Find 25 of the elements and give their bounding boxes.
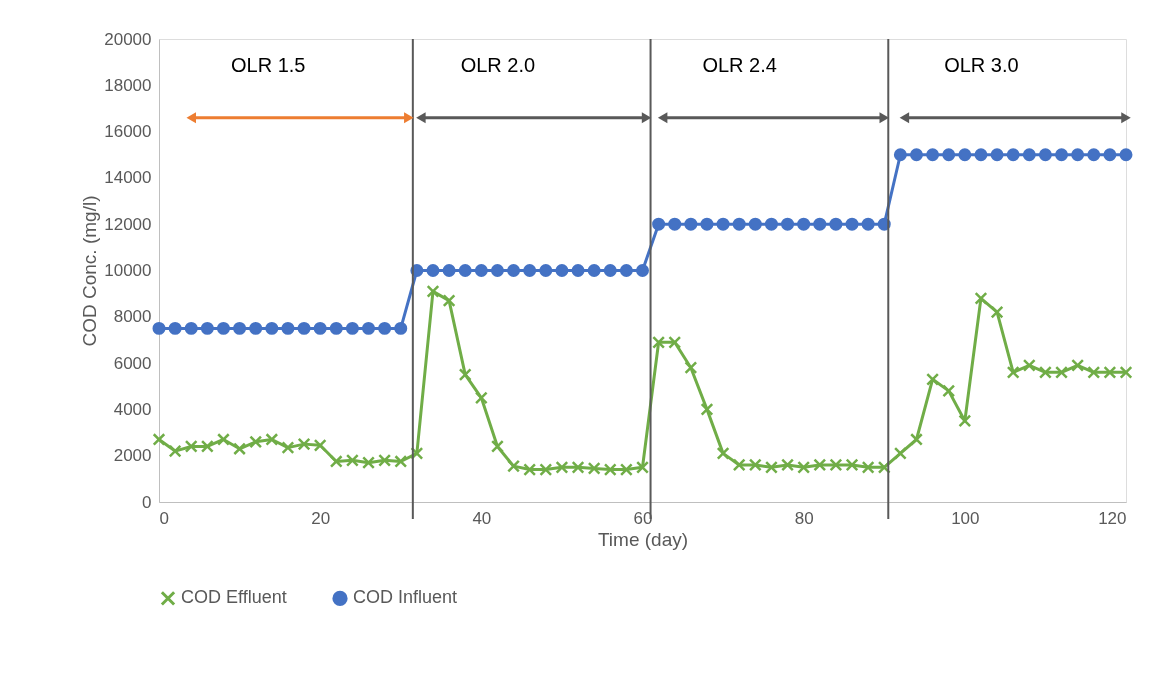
y-axis-title: COD Conc. (mg/l) (79, 195, 101, 347)
x-axis-title: Time (day) (597, 528, 689, 550)
x-tick-label: 40 (472, 508, 492, 528)
y-tick-label: 2000 (113, 446, 152, 466)
legend-label: COD Effluent (181, 587, 287, 608)
legend-label: COD Influent (353, 587, 458, 608)
y-tick-label: 16000 (104, 122, 152, 142)
y-tick-label: 14000 (104, 168, 152, 188)
annotation: OLR 3.0 (944, 53, 1019, 76)
y-tick-label: 20000 (104, 29, 152, 49)
y-tick-label: 4000 (113, 399, 152, 419)
y-tick-label: 0 (142, 492, 152, 512)
x-tick-label: 120 (1098, 508, 1127, 528)
annotation: OLR 2.0 (460, 53, 536, 76)
annotation: OLR 1.5 (230, 53, 306, 76)
y-tick-label: 6000 (113, 353, 152, 373)
x-tick-label: 80 (794, 508, 814, 528)
x-tick-label: 20 (311, 508, 331, 528)
annotation: OLR 2.4 (702, 53, 777, 76)
x-tick-label: 100 (951, 508, 980, 528)
y-tick-label: 10000 (104, 261, 152, 280)
x-tick-label: 0 (159, 508, 169, 528)
y-tick-label: 12000 (104, 214, 152, 234)
y-tick-label: 18000 (104, 75, 152, 95)
y-tick-label: 8000 (113, 307, 152, 327)
